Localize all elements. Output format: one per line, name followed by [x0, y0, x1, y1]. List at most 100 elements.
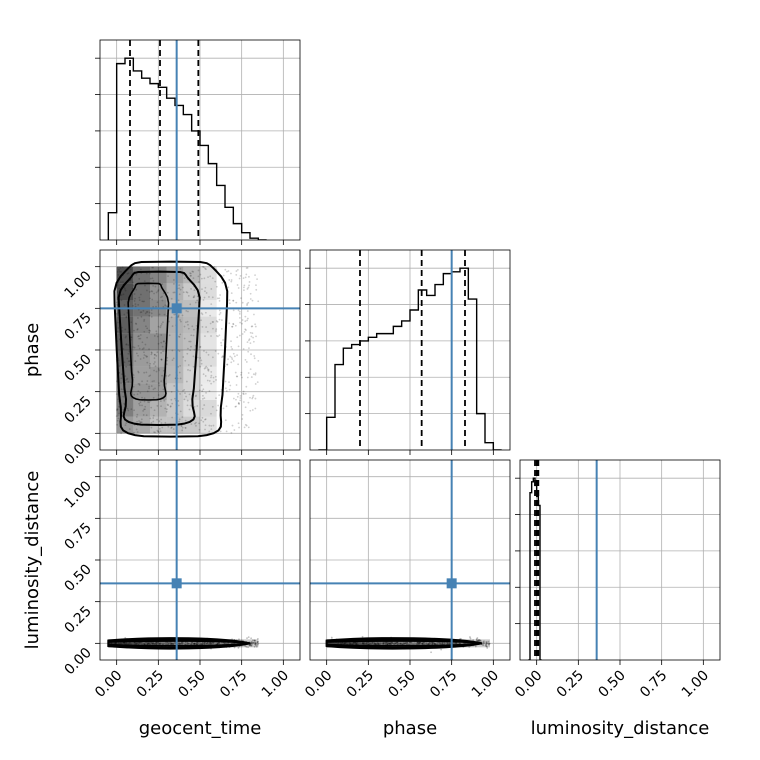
joint-time-phase-sample-point — [222, 274, 225, 277]
joint-phase-distance-sample-point — [399, 642, 402, 645]
joint-time-distance-sample-point — [248, 644, 251, 646]
joint-time-phase-sample-point — [139, 401, 142, 404]
joint-time-phase-sample-point — [166, 356, 169, 359]
joint-time-phase-sample-point — [241, 322, 243, 325]
joint-phase-distance-sample-point — [459, 637, 462, 640]
joint-time-distance-sample-point — [186, 641, 189, 644]
joint-phase-distance-sample-point — [475, 638, 478, 641]
joint-time-phase-sample-point — [243, 289, 245, 292]
joint-time-phase-sample-point — [156, 405, 159, 407]
joint-time-distance-sample-point — [250, 644, 253, 647]
joint-time-phase-sample-point — [224, 380, 227, 383]
joint-phase-distance-sample-point — [418, 642, 421, 645]
joint-time-phase-sample-point — [254, 407, 257, 410]
joint-time-phase-sample-point — [208, 380, 211, 382]
joint-time-phase-sample-point — [133, 409, 136, 412]
joint-time-phase-sample-point — [137, 344, 140, 347]
joint-time-phase-density-cell — [166, 316, 184, 334]
joint-time-phase-sample-point — [246, 310, 249, 312]
joint-time-phase-sample-point — [128, 428, 131, 430]
joint-time-phase-sample-point — [140, 421, 143, 424]
joint-time-phase-sample-point — [157, 430, 160, 433]
joint-time-phase-sample-point — [186, 291, 189, 294]
joint-time-phase-sample-point — [153, 361, 156, 363]
joint-time-phase-sample-point — [137, 370, 140, 373]
joint-time-phase-sample-point — [204, 286, 207, 289]
joint-time-phase-sample-point — [210, 303, 213, 306]
joint-time-phase-sample-point — [215, 320, 218, 322]
joint-phase-distance-sample-point — [482, 644, 485, 646]
joint-time-phase-density-cell — [166, 383, 184, 400]
joint-time-phase-sample-point — [220, 327, 223, 330]
joint-time-phase-sample-point — [237, 392, 240, 395]
joint-phase-distance-sample-point — [430, 651, 432, 654]
joint-time-phase-sample-point — [247, 372, 250, 374]
joint-time-phase-sample-point — [137, 390, 140, 393]
joint-time-phase-sample-point — [249, 292, 252, 295]
joint-time-phase-sample-point — [246, 341, 249, 344]
joint-time-phase-sample-point — [150, 426, 153, 429]
panel-hist-luminosity-distance — [515, 459, 721, 665]
joint-phase-distance-sample-point — [444, 642, 446, 645]
joint-time-phase-sample-point — [235, 273, 238, 276]
joint-time-phase-sample-point — [200, 384, 203, 387]
joint-time-distance-density-cell — [183, 639, 199, 648]
joint-phase-distance-sample-point — [417, 641, 420, 644]
joint-time-distance-sample-point — [170, 642, 173, 645]
joint-time-phase-sample-point — [183, 325, 186, 328]
joint-time-phase-sample-point — [177, 314, 180, 316]
joint-time-phase-sample-point — [143, 318, 146, 321]
joint-time-phase-sample-point — [159, 326, 162, 329]
joint-time-phase-sample-point — [207, 369, 210, 372]
joint-time-phase-sample-point — [133, 329, 135, 332]
joint-time-phase-sample-point — [199, 345, 202, 348]
joint-time-phase-sample-point — [196, 299, 199, 302]
joint-time-phase-sample-point — [208, 424, 211, 427]
joint-time-phase-sample-point — [244, 358, 247, 361]
joint-time-phase-sample-point — [151, 380, 154, 383]
joint-time-phase-sample-point — [232, 299, 235, 302]
joint-time-phase-sample-point — [244, 315, 247, 318]
joint-time-phase-sample-point — [238, 403, 240, 406]
joint-time-phase-sample-point — [190, 274, 192, 277]
joint-time-phase-sample-point — [251, 397, 254, 400]
joint-time-phase-sample-point — [120, 432, 123, 435]
joint-phase-distance-sample-point — [423, 641, 426, 644]
ytick-label: 0.50 — [61, 352, 94, 385]
joint-time-phase-sample-point — [167, 375, 170, 377]
joint-phase-distance-sample-point — [421, 643, 424, 645]
joint-time-phase-sample-point — [218, 394, 221, 397]
joint-phase-distance-sample-point — [425, 641, 428, 644]
joint-time-phase-sample-point — [246, 317, 249, 320]
joint-time-phase-sample-point — [229, 355, 232, 358]
joint-time-phase-sample-point — [201, 390, 204, 392]
joint-time-distance-density-cell — [213, 639, 229, 648]
joint-time-phase-sample-point — [236, 354, 238, 357]
joint-time-phase-sample-point — [243, 331, 246, 333]
joint-time-phase-sample-point — [154, 365, 157, 368]
joint-time-phase-sample-point — [232, 397, 235, 400]
joint-time-phase-sample-point — [208, 390, 211, 392]
joint-phase-distance-density-cell — [457, 639, 474, 648]
joint-time-phase-sample-point — [178, 418, 181, 421]
joint-time-distance-layer — [107, 636, 260, 650]
joint-phase-distance-sample-point — [438, 642, 441, 644]
joint-time-phase-sample-point — [244, 423, 247, 426]
joint-time-distance-sample-point — [238, 638, 240, 641]
joint-phase-distance-sample-point — [483, 642, 486, 644]
panel-2d-geocent-time-phase — [95, 249, 301, 455]
joint-time-phase-sample-point — [173, 385, 176, 387]
joint-time-phase-sample-point — [215, 334, 218, 337]
joint-time-distance-sample-point — [195, 643, 198, 645]
joint-time-phase-sample-point — [203, 367, 206, 370]
joint-time-phase-sample-point — [161, 283, 164, 286]
joint-time-phase-sample-point — [153, 409, 156, 412]
joint-phase-distance-sample-point — [488, 642, 491, 645]
joint-phase-distance-sample-point — [421, 642, 424, 644]
joint-time-phase-sample-point — [254, 372, 257, 375]
xtick-label: 0.50 — [175, 668, 208, 701]
joint-time-distance-sample-point — [210, 642, 213, 644]
joint-time-distance-sample-point — [253, 639, 256, 642]
joint-time-phase-sample-point — [243, 426, 246, 429]
joint-time-phase-sample-point — [157, 368, 160, 370]
